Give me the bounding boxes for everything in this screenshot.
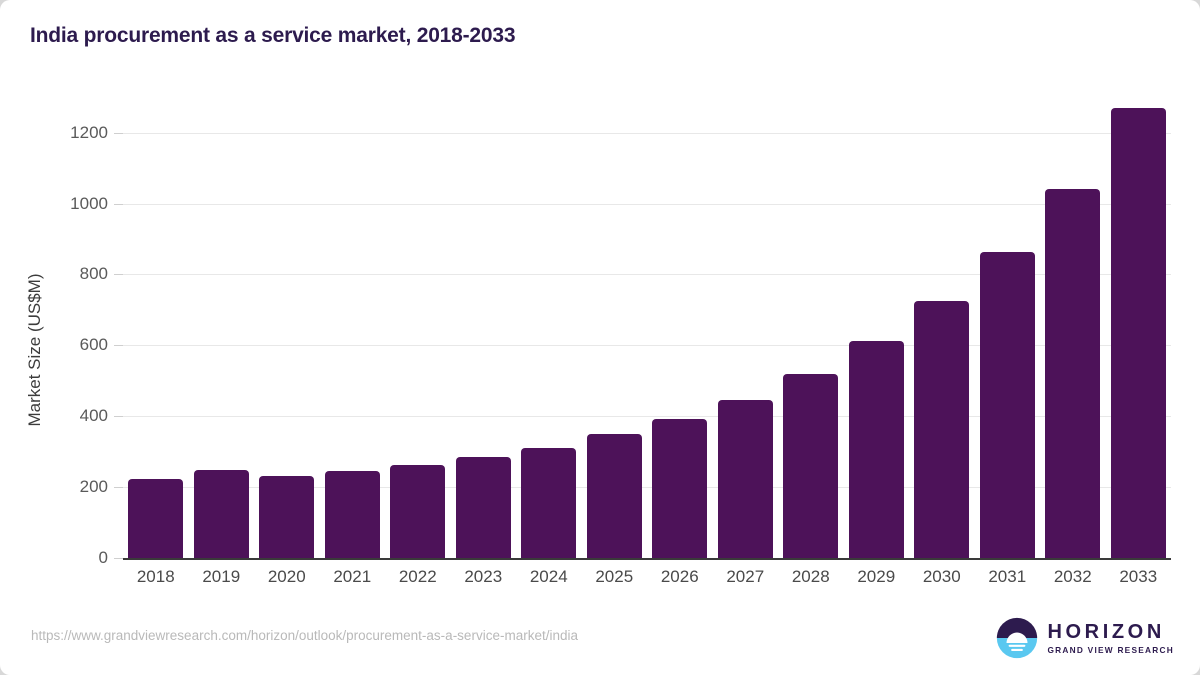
x-tick-label-2022: 2022	[398, 567, 437, 586]
bar-series: 2018 2019 2020 2021 2022 2023 2024 2025 2026 2027…	[123, 0, 1171, 675]
gridline	[123, 416, 1171, 418]
bar-2033[interactable]	[1110, 108, 1166, 558]
horizon-logo-text: HORIZON GRAND VIEW RESEARCH	[1047, 622, 1174, 654]
bar-2030[interactable]	[914, 300, 970, 558]
gridline	[123, 132, 1171, 134]
y-tick-mark	[114, 274, 123, 276]
x-tick-label-2029: 2029	[857, 567, 896, 586]
bar-2029[interactable]	[848, 340, 904, 558]
gridline	[123, 487, 1171, 489]
horizon-logo-icon	[997, 617, 1038, 659]
y-tick-mark	[114, 558, 123, 559]
x-tick-label-2031: 2031	[988, 567, 1027, 586]
x-tick-label-2030: 2030	[922, 567, 961, 586]
page-title: India procurement as a service market, 2…	[30, 24, 516, 47]
y-tick-mark	[114, 203, 123, 205]
x-tick-label-2023: 2023	[464, 567, 503, 586]
x-tick-label-2033: 2033	[1119, 567, 1158, 586]
y-tick-mark	[114, 487, 123, 489]
y-tick-label: 1200	[70, 122, 108, 142]
logo-name: HORIZON	[1047, 620, 1165, 643]
gridline	[123, 345, 1171, 347]
bar-2028[interactable]	[783, 373, 839, 558]
x-tick-label-2018: 2018	[136, 567, 175, 586]
x-tick-label-2019: 2019	[202, 567, 241, 586]
bar-2025[interactable]	[586, 434, 642, 558]
x-tick-label-2026: 2026	[660, 567, 699, 586]
bar-2019[interactable]	[193, 470, 249, 558]
bar-2021[interactable]	[324, 470, 380, 558]
y-tick-label: 200	[79, 477, 108, 497]
y-tick-label: 400	[79, 406, 108, 426]
x-tick-label-2028: 2028	[791, 567, 830, 586]
x-tick-label-2020: 2020	[267, 567, 306, 586]
gridline	[123, 203, 1171, 205]
bar-2018[interactable]	[128, 478, 184, 558]
logo-subtitle: GRAND VIEW RESEARCH	[1047, 644, 1174, 655]
x-axis-line	[123, 558, 1171, 560]
x-tick-label-2032: 2032	[1053, 567, 1092, 586]
horizon-logo: HORIZON GRAND VIEW RESEARCH	[996, 617, 1174, 659]
y-tick-label: 0	[98, 548, 108, 567]
source-url[interactable]: https://www.grandviewresearch.com/horizo…	[31, 628, 578, 643]
bar-2032[interactable]	[1045, 188, 1101, 558]
bar-2027[interactable]	[717, 399, 773, 558]
x-tick-label-2025: 2025	[595, 567, 634, 586]
y-tick-label: 600	[79, 335, 108, 355]
bar-2020[interactable]	[259, 476, 315, 558]
bar-2026[interactable]	[652, 418, 708, 558]
x-tick-label-2024: 2024	[529, 567, 568, 586]
bar-2024[interactable]	[521, 448, 577, 558]
y-tick-label: 1000	[70, 193, 108, 213]
y-tick-label: 800	[79, 264, 108, 284]
x-tick-label-2027: 2027	[726, 567, 765, 586]
bar-2022[interactable]	[390, 465, 446, 558]
bar-2031[interactable]	[979, 252, 1035, 558]
y-tick-mark	[114, 132, 123, 134]
y-tick-mark	[114, 416, 123, 418]
gridline	[123, 274, 1171, 276]
y-tick-mark	[114, 345, 123, 347]
bar-2023[interactable]	[455, 456, 511, 558]
x-tick-label-2021: 2021	[333, 567, 372, 586]
